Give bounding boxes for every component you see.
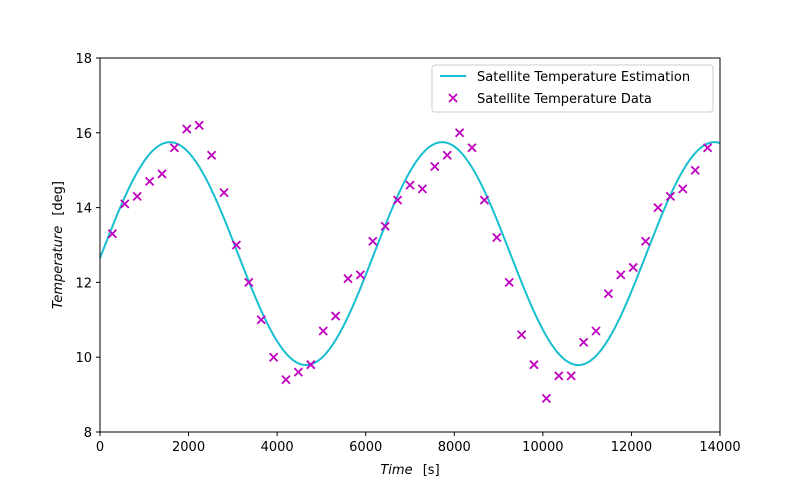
data-point: [219, 188, 229, 198]
data-point: [554, 371, 564, 381]
y-axis-ticks: 8 10 12 14 16 18: [75, 52, 100, 441]
estimation-curve: [99, 141, 721, 367]
data-point: [380, 221, 390, 231]
x-axis-ticks: 0 2000 4000 6000 8000 10000 12000 14000: [96, 432, 741, 455]
legend-label-estimation: Satellite Temperature Estimation: [477, 70, 690, 85]
data-point: [529, 360, 539, 370]
y-tick-label: 18: [75, 52, 92, 67]
data-point: [578, 337, 589, 347]
estimation-curve-layer: [99, 141, 721, 367]
data-point: [182, 124, 192, 134]
data-point: [169, 143, 180, 153]
data-point: [244, 277, 254, 288]
data-point: [603, 288, 614, 299]
data-point: [640, 236, 651, 246]
x-axis-label: Time [s]: [380, 463, 439, 478]
x-tick-label: 12000: [611, 440, 652, 455]
data-point: [516, 330, 527, 340]
data-point: [330, 311, 341, 321]
data-point: [628, 262, 638, 273]
data-point: [430, 161, 440, 172]
data-point: [442, 150, 452, 160]
data-point: [405, 180, 415, 190]
data-point: [454, 128, 465, 138]
data-point: [132, 191, 142, 202]
data-point: [541, 393, 552, 403]
y-axis-label: Temperature [deg]: [51, 181, 66, 309]
data-point: [318, 326, 328, 336]
data-point: [690, 165, 700, 175]
data-point: [306, 360, 316, 370]
data-point: [653, 202, 663, 213]
data-point: [281, 375, 291, 385]
y-axis-label-name: Temperature: [51, 226, 66, 309]
data-point: [157, 169, 167, 179]
x-tick-label: 2000: [172, 440, 205, 455]
data-point: [702, 143, 713, 153]
data-point: [120, 199, 130, 209]
data-point: [417, 184, 428, 194]
legend-x-marker: [448, 93, 458, 103]
data-point: [504, 277, 514, 288]
x-tick-label: 14000: [699, 440, 740, 455]
x-axis-label-unit: [s]: [423, 463, 440, 478]
data-point: [355, 270, 366, 280]
x-tick-label: 0: [96, 440, 104, 455]
data-point: [343, 274, 353, 284]
x-tick-label: 6000: [349, 440, 382, 455]
plot-area: [99, 57, 721, 433]
data-point: [566, 371, 576, 381]
data-point: [591, 326, 601, 336]
data-point: [194, 120, 204, 130]
plot-frame: [100, 58, 720, 432]
data-point: [256, 315, 266, 325]
y-tick-label: 8: [84, 426, 92, 441]
data-point: [144, 176, 155, 187]
data-point: [107, 229, 118, 239]
data-point: [467, 143, 477, 153]
y-tick-label: 16: [75, 127, 92, 142]
y-axis-label-unit: [deg]: [51, 181, 66, 216]
data-point: [492, 232, 502, 243]
data-point: [392, 195, 403, 205]
y-tick-label: 14: [75, 202, 92, 217]
x-axis-label-name: Time: [380, 463, 412, 478]
data-point: [616, 270, 626, 280]
x-tick-label: 10000: [522, 440, 563, 455]
x-tick-label: 4000: [261, 440, 294, 455]
data-point: [293, 367, 304, 377]
data-points-layer: [107, 120, 713, 403]
x-tick-label: 8000: [438, 440, 471, 455]
legend-label-data: Satellite Temperature Data: [477, 92, 652, 107]
data-point: [479, 195, 490, 205]
y-tick-label: 12: [75, 276, 92, 291]
data-point: [368, 236, 378, 246]
plot-border: [99, 57, 721, 433]
legend-box: [431, 64, 714, 113]
legend: Satellite Temperature Estimation Satelli…: [431, 64, 714, 113]
data-point: [231, 240, 242, 250]
data-point: [268, 352, 279, 362]
data-point: [206, 150, 217, 160]
data-point: [665, 191, 676, 202]
legend-x-marker-icon: [448, 93, 458, 103]
data-point: [678, 184, 688, 194]
y-tick-label: 10: [75, 351, 92, 366]
